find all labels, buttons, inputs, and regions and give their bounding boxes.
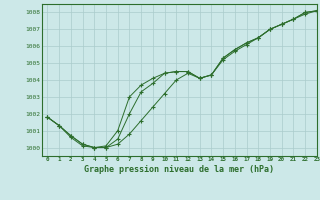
X-axis label: Graphe pression niveau de la mer (hPa): Graphe pression niveau de la mer (hPa) — [84, 165, 274, 174]
